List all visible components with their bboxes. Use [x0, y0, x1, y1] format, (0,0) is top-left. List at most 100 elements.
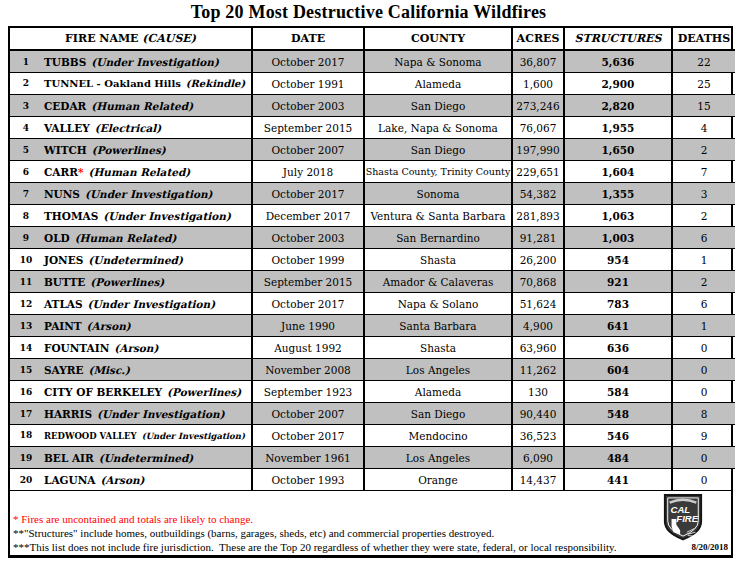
- date-cell: October 2017: [252, 425, 364, 447]
- acres-cell: 6,090: [512, 447, 564, 469]
- rank: 4: [14, 123, 38, 133]
- county-cell: Lake, Napa & Sonoma: [364, 117, 512, 139]
- deaths-cell: 25: [672, 73, 735, 95]
- acres-cell: 76,067: [512, 117, 564, 139]
- header-county: COUNTY: [364, 28, 512, 50]
- county-cell: Los Angeles: [364, 447, 512, 469]
- table-row: 18 REDWOOD VALLEY (Under Investigation) Oc…: [10, 425, 735, 447]
- fire-name: CARR: [44, 166, 78, 178]
- rank: 14: [14, 343, 38, 353]
- page: Top 20 Most Destructive California Wildf…: [0, 0, 737, 561]
- table-row: 5WITCH(Powerlines) October 2007 San Dieg…: [10, 139, 735, 161]
- fire-cause: (Powerlines): [167, 386, 241, 398]
- fire-name: FOUNTAIN: [44, 342, 109, 354]
- county-cell: Ventura & Santa Barbara: [364, 205, 512, 227]
- fire-name-cell: 16CITY OF BERKELEY(Powerlines): [10, 381, 252, 403]
- date-cell: October 1999: [252, 249, 364, 271]
- fire-name-cell: 10JONES(Undetermined): [10, 249, 252, 271]
- table-row: 20LAGUNA(Arson) October 1993 Orange 14,4…: [10, 469, 735, 491]
- header-structures: STRUCTURES: [564, 28, 672, 50]
- structures-cell: 1,063: [564, 205, 672, 227]
- date-cell: October 2007: [252, 139, 364, 161]
- structures-cell: 441: [564, 469, 672, 491]
- county-cell: Santa Barbara: [364, 315, 512, 337]
- fire-name: NUNS: [44, 188, 80, 200]
- fire-name: JONES: [44, 254, 83, 266]
- table-row: 17HARRIS(Under Investigation) October 20…: [10, 403, 735, 425]
- fire-cause: (Human Related): [88, 166, 190, 178]
- county-cell: Shasta County, Trinity County: [364, 161, 512, 183]
- deaths-cell: 0: [672, 447, 735, 469]
- county-cell: Orange: [364, 469, 512, 491]
- structures-cell: 484: [564, 447, 672, 469]
- fire-name: SAYRE: [44, 364, 83, 376]
- fire-name: PAINT: [44, 320, 82, 332]
- fire-name: BUTTE: [44, 276, 85, 288]
- acres-cell: 1,600: [512, 73, 564, 95]
- rank: 18: [14, 430, 38, 440]
- date-cell: October 2003: [252, 227, 364, 249]
- header-fire-name-label: FIRE NAME: [65, 32, 138, 45]
- footnote-structures: **"Structures" include homes, outbuildin…: [13, 526, 617, 540]
- rank: 8: [14, 211, 38, 221]
- fire-name-cell: 17HARRIS(Under Investigation): [10, 403, 252, 425]
- date-cell: October 1993: [252, 469, 364, 491]
- date-stamp: 8/20/2018: [691, 542, 728, 552]
- rank: 3: [14, 101, 38, 111]
- structures-cell: 2,900: [564, 73, 672, 95]
- fire-name: REDWOOD VALLEY: [44, 431, 137, 441]
- fire-name-cell: 19BEL AIR(Undetermined): [10, 447, 252, 469]
- table-row: 19BEL AIR(Undetermined) November 1961 Lo…: [10, 447, 735, 469]
- fire-name-cell: 7NUNS(Under Investigation): [10, 183, 252, 205]
- table-footer: * Fires are uncontained and totals are l…: [10, 490, 731, 555]
- deaths-cell: 0: [672, 381, 735, 403]
- deaths-cell: 8: [672, 403, 735, 425]
- table-row: 14FOUNTAIN(Arson) August 1992 Shasta 63,…: [10, 337, 735, 359]
- page-title: Top 20 Most Destructive California Wildf…: [0, 0, 737, 23]
- acres-cell: 36,807: [512, 50, 564, 73]
- table-row: 13PAINT(Arson) June 1990 Santa Barbara 4…: [10, 315, 735, 337]
- structures-cell: 546: [564, 425, 672, 447]
- table-row: 15SAYRE(Misc.) November 2008 Los Angeles…: [10, 359, 735, 381]
- county-cell: Napa & Solano: [364, 293, 512, 315]
- deaths-cell: 0: [672, 469, 735, 491]
- county-cell: Shasta: [364, 337, 512, 359]
- fire-name: CITY OF BERKELEY: [44, 386, 162, 398]
- fire-name: WITCH: [44, 144, 87, 156]
- fire-name-cell: 8THOMAS(Under Investigation): [10, 205, 252, 227]
- structures-cell: 5,636: [564, 50, 672, 73]
- fire-cause: (Under Investigation): [85, 188, 213, 200]
- fire-name-cell: 14FOUNTAIN(Arson): [10, 337, 252, 359]
- fire-name: VALLEY: [44, 122, 90, 134]
- acres-cell: 51,624: [512, 293, 564, 315]
- deaths-cell: 2: [672, 271, 735, 293]
- acres-cell: 90,440: [512, 403, 564, 425]
- fire-cause: (Arson): [100, 474, 144, 486]
- deaths-cell: 2: [672, 205, 735, 227]
- deaths-cell: 3: [672, 183, 735, 205]
- logo-fire-text: FIRE: [676, 513, 698, 524]
- table-row: 6CARR*(Human Related) July 2018 Shasta C…: [10, 161, 735, 183]
- cal-fire-badge-icon: CAL FIRE: [662, 492, 704, 542]
- date-cell: September 2015: [252, 117, 364, 139]
- county-cell: Mendocino: [364, 425, 512, 447]
- acres-cell: 54,382: [512, 183, 564, 205]
- header-cause-label: (CAUSE): [142, 32, 196, 45]
- fire-name: BEL AIR: [44, 452, 94, 464]
- uncontained-asterisk: *: [78, 166, 84, 178]
- rank: 1: [14, 57, 38, 67]
- rank: 13: [14, 321, 38, 331]
- table-row: 16CITY OF BERKELEY(Powerlines) September…: [10, 381, 735, 403]
- fire-cause: (Under Investigation): [103, 210, 231, 222]
- table-body: 1TUBBS(Under Investigation) October 2017…: [10, 50, 735, 490]
- rank: 20: [14, 475, 38, 485]
- fire-name-cell: 2TUNNEL - Oakland Hills(Rekindle): [10, 73, 252, 95]
- acres-cell: 130: [512, 381, 564, 403]
- fire-name: CEDAR: [44, 100, 86, 112]
- deaths-cell: 6: [672, 293, 735, 315]
- date-cell: November 2008: [252, 359, 364, 381]
- deaths-cell: 0: [672, 359, 735, 381]
- table-row: 1TUBBS(Under Investigation) October 2017…: [10, 50, 735, 73]
- date-cell: November 1961: [252, 447, 364, 469]
- fire-cause: (Under Investigation): [142, 431, 245, 441]
